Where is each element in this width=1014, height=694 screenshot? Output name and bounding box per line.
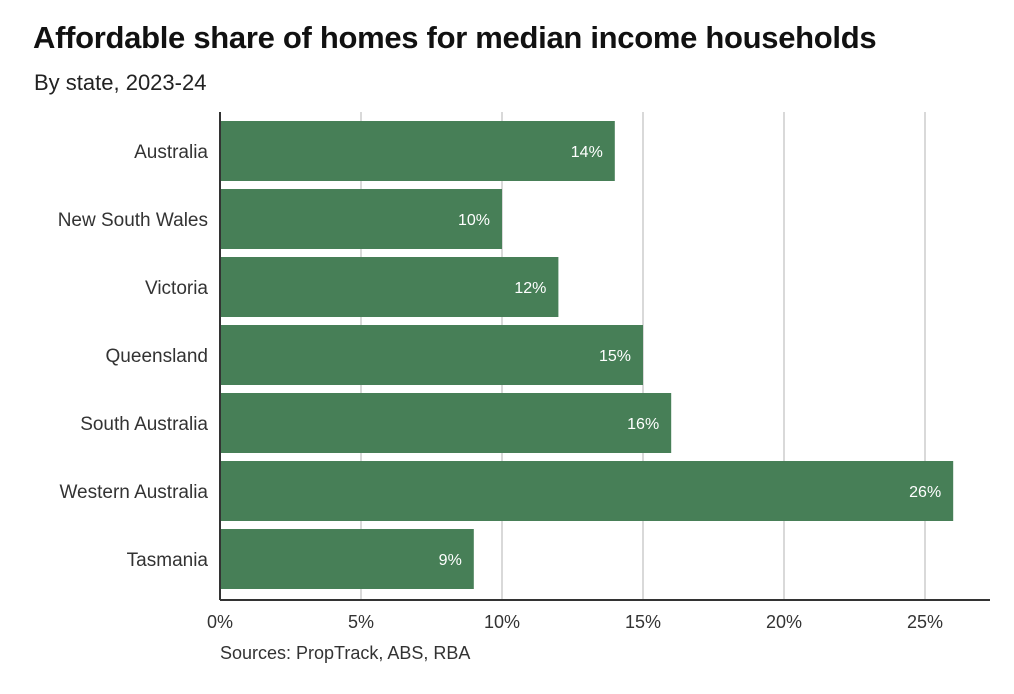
bars xyxy=(220,121,954,589)
data-label: 9% xyxy=(439,552,462,569)
x-axis: 0% 5% 10% 15% 20% 25% xyxy=(207,112,990,632)
category-labels: Australia New South Wales Victoria Queensla… xyxy=(58,142,209,571)
x-tick-label: 5% xyxy=(348,612,374,632)
data-label: 15% xyxy=(599,348,631,365)
data-label: 26% xyxy=(909,484,941,501)
bar-tasmania xyxy=(220,529,474,589)
x-tick-label: 20% xyxy=(766,612,802,632)
x-tick-label: 25% xyxy=(907,612,943,632)
data-label: 10% xyxy=(458,212,490,229)
data-label: 12% xyxy=(514,280,546,297)
x-tick-label: 15% xyxy=(625,612,661,632)
data-labels: 14% 10% 12% 15% 16% 26% 9% xyxy=(439,144,942,569)
x-tick-label: 10% xyxy=(484,612,520,632)
bar-australia xyxy=(220,121,615,181)
bar-western-australia xyxy=(220,461,954,521)
category-label: Western Australia xyxy=(59,482,208,503)
category-label: Australia xyxy=(134,142,208,163)
x-tick-label: 0% xyxy=(207,612,233,632)
chart-subtitle: By state, 2023-24 xyxy=(34,70,207,95)
bar-victoria xyxy=(220,257,559,317)
category-label: New South Wales xyxy=(58,210,208,231)
data-label: 16% xyxy=(627,416,659,433)
bar-queensland xyxy=(220,325,643,385)
bar-new-south-wales xyxy=(220,189,502,249)
bar-south-australia xyxy=(220,393,672,453)
category-label: Queensland xyxy=(106,346,208,367)
category-label: Victoria xyxy=(145,278,208,299)
category-label: Tasmania xyxy=(127,550,209,571)
source-note: Sources: PropTrack, ABS, RBA xyxy=(220,643,471,663)
chart-title: Affordable share of homes for median inc… xyxy=(33,20,877,55)
data-label: 14% xyxy=(571,144,603,161)
category-label: South Australia xyxy=(80,414,208,435)
